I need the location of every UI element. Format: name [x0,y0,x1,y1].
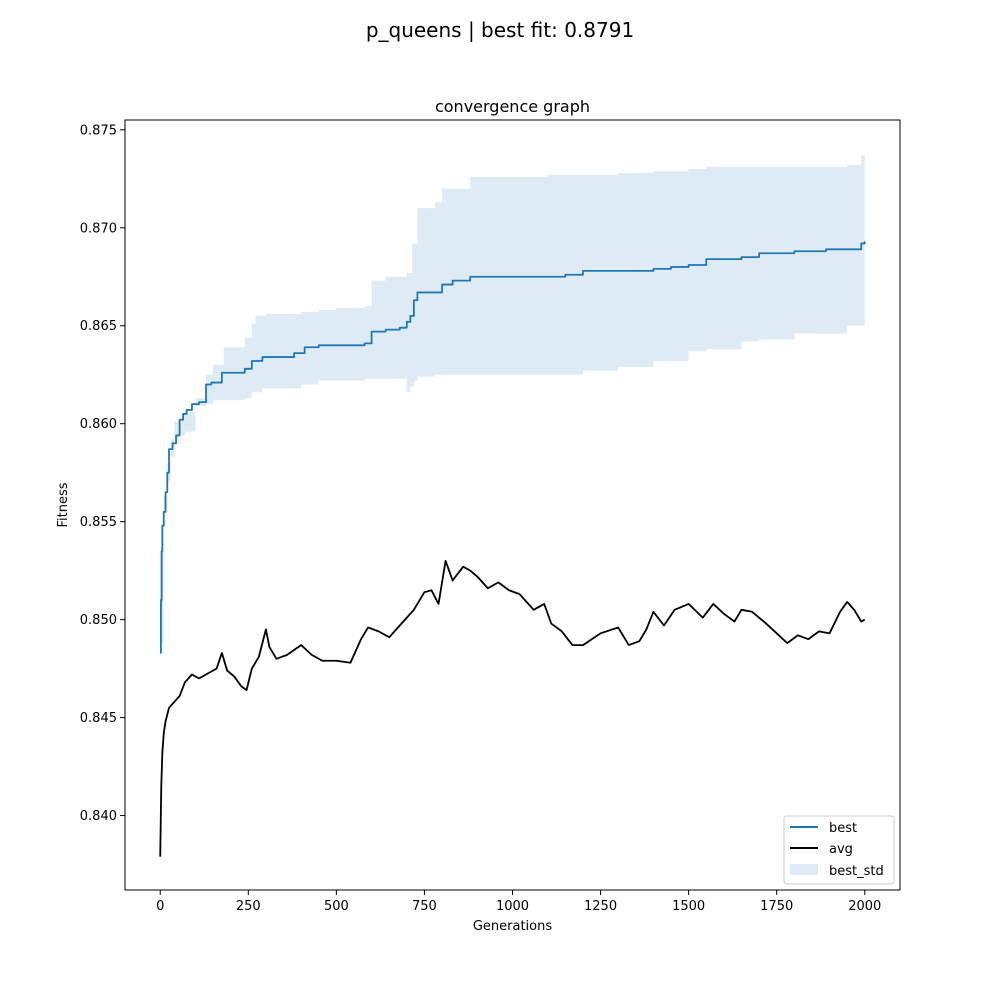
best-std-band-layer [160,155,865,675]
y-tick-label: 0.865 [80,319,117,334]
chart-title: convergence graph [435,97,590,116]
legend-best-label: best [829,821,857,836]
x-tick-label: 1250 [584,899,617,914]
x-tick-label: 500 [324,899,349,914]
figure-suptitle: p_queens | best fit: 0.8791 [366,18,634,42]
y-tick-label: 0.850 [80,613,117,628]
legend: best avg best_std [783,815,895,885]
y-tick-label: 0.845 [80,711,117,726]
y-tick-label: 0.840 [80,809,117,824]
x-tick-label: 1000 [496,899,529,914]
legend-best-std-swatch [790,864,818,875]
y-tick-label: 0.855 [80,515,117,530]
series-band-best-std [160,155,865,675]
x-tick-label: 0 [156,899,164,914]
y-axis-label: Fitness [56,482,71,527]
y-tick-label: 0.860 [80,417,117,432]
y-tick-label: 0.870 [80,221,117,236]
x-tick-label: 2000 [848,899,881,914]
x-axis-ticks: 0 250 500 750 1000 1250 1500 1750 2000 [156,890,881,914]
series-line-best [160,241,866,654]
x-tick-label: 250 [236,899,261,914]
legend-avg-label: avg [829,842,853,857]
legend-frame [783,815,895,885]
plot-area [159,155,866,857]
series-lines-layer [159,241,866,857]
x-tick-label: 750 [412,899,437,914]
legend-best-std-label: best_std [829,864,884,879]
x-tick-label: 1500 [672,899,705,914]
y-tick-label: 0.875 [80,123,117,138]
y-axis-ticks: 0.840 0.845 0.850 0.855 0.860 0.865 0.870 0.875 [80,123,125,824]
x-tick-label: 1750 [760,899,793,914]
series-line-avg [159,559,866,857]
x-axis-label: Generations [473,919,553,934]
